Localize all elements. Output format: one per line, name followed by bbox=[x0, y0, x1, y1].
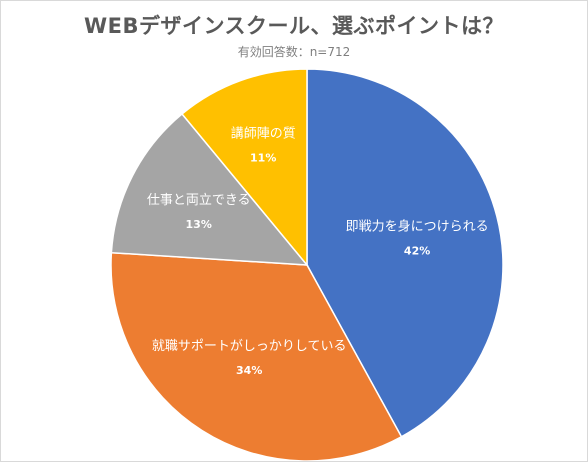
chart-subtitle: 有効回答数：n=712 bbox=[237, 45, 351, 59]
slice-label: 講師陣の質 bbox=[231, 125, 296, 141]
slice-label: 就職サポートがしっかりしている bbox=[152, 339, 347, 354]
slice-value-label: 42% bbox=[404, 245, 430, 258]
pie-slice bbox=[181, 68, 308, 268]
pie-slice bbox=[110, 251, 403, 461]
slice-value-label: 34% bbox=[236, 364, 262, 377]
slice-value-label: 13% bbox=[186, 218, 212, 231]
slice-label: 仕事と両立できる bbox=[147, 193, 251, 208]
pie-slice bbox=[110, 112, 309, 266]
chart-title: WEBデザインスクール、選ぶポイントは？ bbox=[83, 14, 505, 38]
slice-value-label: 11% bbox=[250, 151, 276, 164]
slice-label: 即戦力を身につけられる bbox=[346, 219, 489, 235]
pie-slice bbox=[306, 68, 504, 438]
